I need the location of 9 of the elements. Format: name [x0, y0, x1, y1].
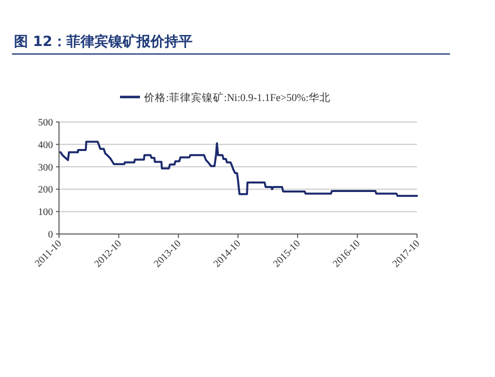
- y-tick-label: 500: [38, 118, 53, 128]
- line-series: [59, 140, 418, 197]
- y-tick-label: 300: [38, 162, 53, 174]
- y-tick-label: 0: [48, 230, 53, 240]
- y-tick-label: 100: [38, 207, 53, 218]
- chart-title: 图 12：菲律宾镍矿报价持平: [14, 33, 192, 50]
- y-tick-label: 200: [38, 184, 53, 196]
- y-tick-label: 400: [38, 140, 53, 151]
- legend-label: 价格:菲律宾镍矿:Ni:0.9-1.1Fe>50%:华北: [143, 91, 331, 104]
